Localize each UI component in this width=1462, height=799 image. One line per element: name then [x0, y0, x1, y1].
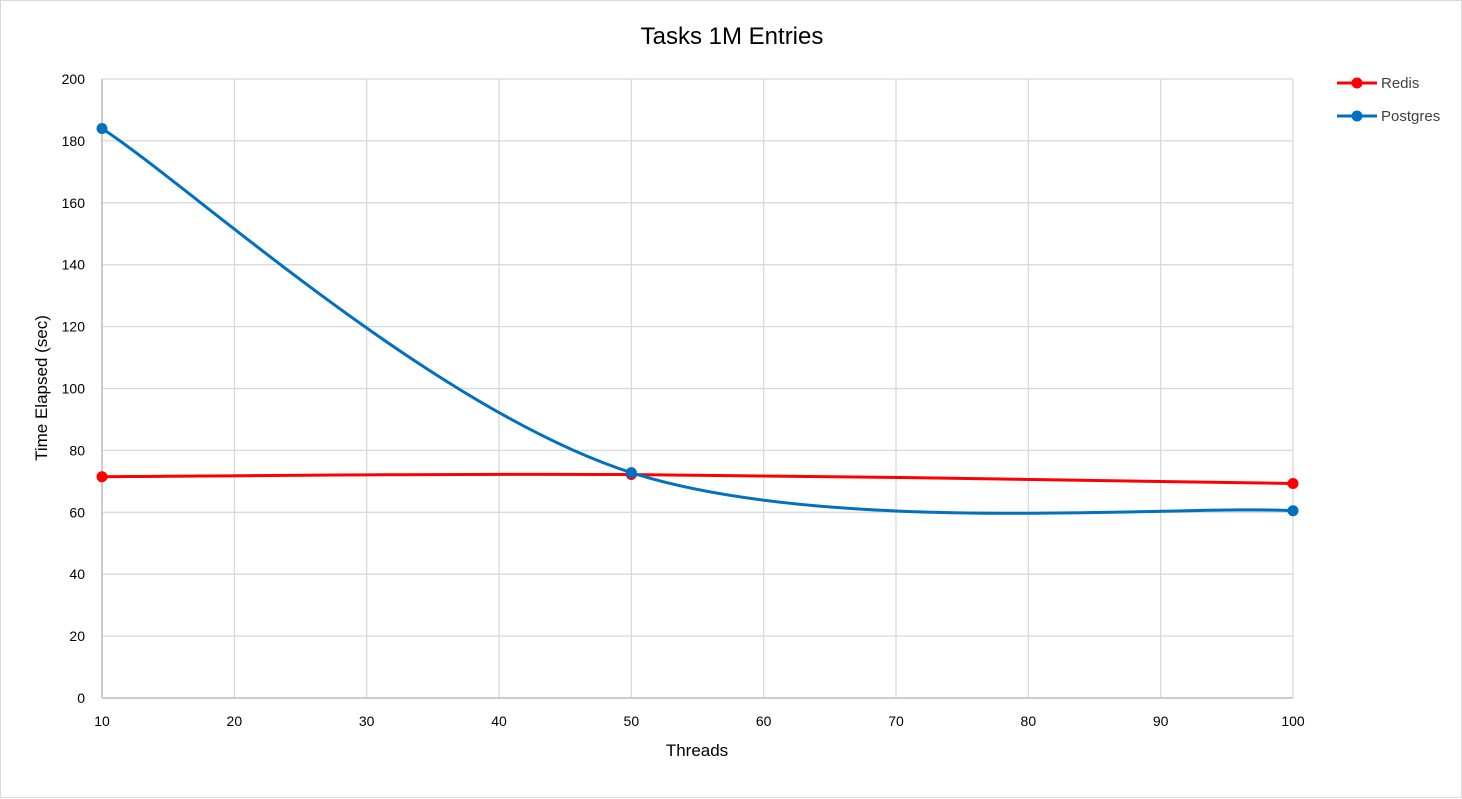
data-point-postgres [1287, 505, 1299, 517]
y-tick-label: 200 [62, 71, 86, 87]
chart-title: Tasks 1M Entries [641, 23, 824, 50]
data-point-postgres [625, 467, 637, 479]
axes: 0 20 40 60 80 100 120 140 160 180 200 10 20 30 40 50 60 7… [62, 71, 1305, 729]
x-tick-label: 30 [359, 713, 375, 729]
legend-marker-redis [1351, 77, 1363, 89]
x-axis-title: Threads [666, 741, 728, 760]
y-axis-title: Time Elapsed (sec) [32, 315, 51, 461]
legend-label-redis: Redis [1381, 75, 1419, 92]
y-tick-label: 0 [77, 690, 85, 706]
y-tick-label: 100 [62, 381, 86, 397]
series-line-redis [101, 472, 1294, 486]
legend-label-postgres: Postgres [1381, 108, 1440, 125]
y-tick-label: 80 [69, 442, 85, 458]
x-tick-label: 90 [1153, 713, 1169, 729]
legend-marker-postgres [1351, 110, 1363, 122]
series-line-postgres [101, 127, 1294, 515]
data-point-redis [1287, 478, 1299, 490]
series-lines [96, 123, 1299, 517]
x-tick-label: 10 [94, 713, 110, 729]
x-tick-label: 20 [227, 713, 243, 729]
x-tick-label: 80 [1021, 713, 1037, 729]
y-tick-label: 140 [62, 257, 86, 273]
x-tick-label: 60 [756, 713, 772, 729]
x-tick-label: 70 [888, 713, 904, 729]
y-tick-label: 60 [69, 504, 85, 520]
y-tick-label: 160 [62, 195, 86, 211]
data-point-redis [96, 471, 108, 483]
gridlines [101, 78, 1294, 699]
y-tick-label: 180 [62, 133, 86, 149]
x-tick-label: 50 [624, 713, 640, 729]
y-tick-label: 120 [62, 319, 86, 335]
y-tick-label: 40 [69, 566, 85, 582]
data-point-postgres [96, 123, 108, 135]
x-tick-label: 100 [1281, 713, 1305, 729]
x-tick-label: 40 [491, 713, 507, 729]
y-tick-label: 20 [69, 628, 85, 644]
legend: Redis Postgres [1337, 75, 1440, 125]
